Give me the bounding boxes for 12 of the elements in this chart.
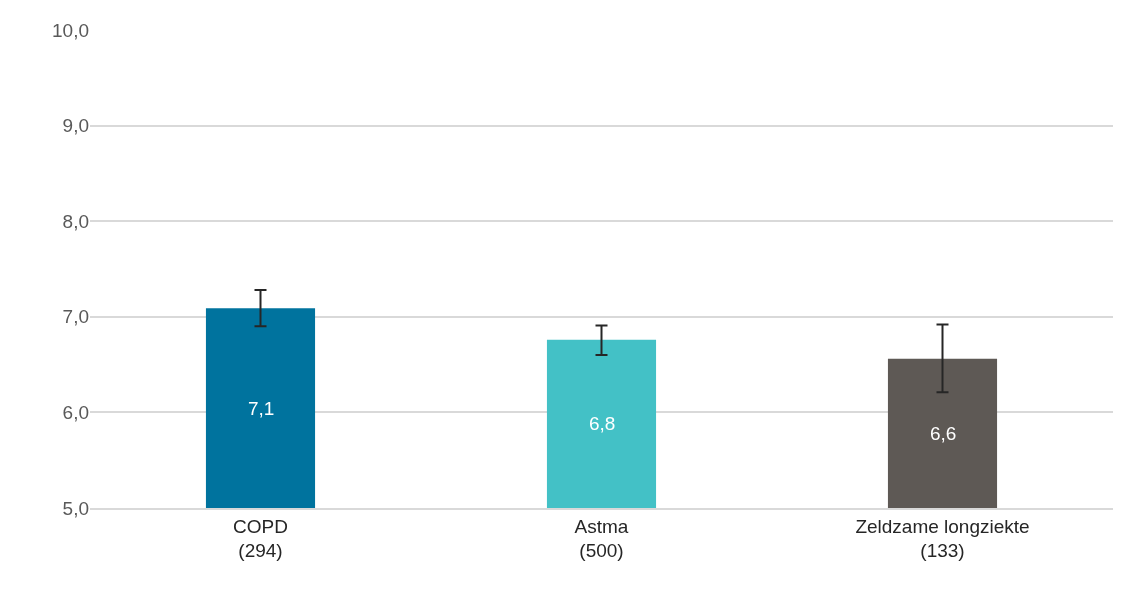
y-tick-label: 9,0: [62, 115, 89, 137]
y-tick-label: 10,0: [52, 19, 89, 41]
x-tick-label: COPD (294): [233, 515, 288, 562]
y-tick-label: 5,0: [62, 497, 89, 519]
data-label: 6,8: [589, 413, 616, 434]
x-tick-label: Zeldzame longziekte (133): [855, 515, 1030, 562]
data-label: 6,6: [930, 423, 957, 444]
y-tick-label: 6,0: [62, 402, 89, 424]
x-tick-label: Astma (500): [574, 515, 629, 562]
y-tick-label: 7,0: [62, 306, 89, 328]
y-tick-label: 8,0: [62, 210, 89, 232]
data-label: 7,1: [248, 398, 275, 419]
